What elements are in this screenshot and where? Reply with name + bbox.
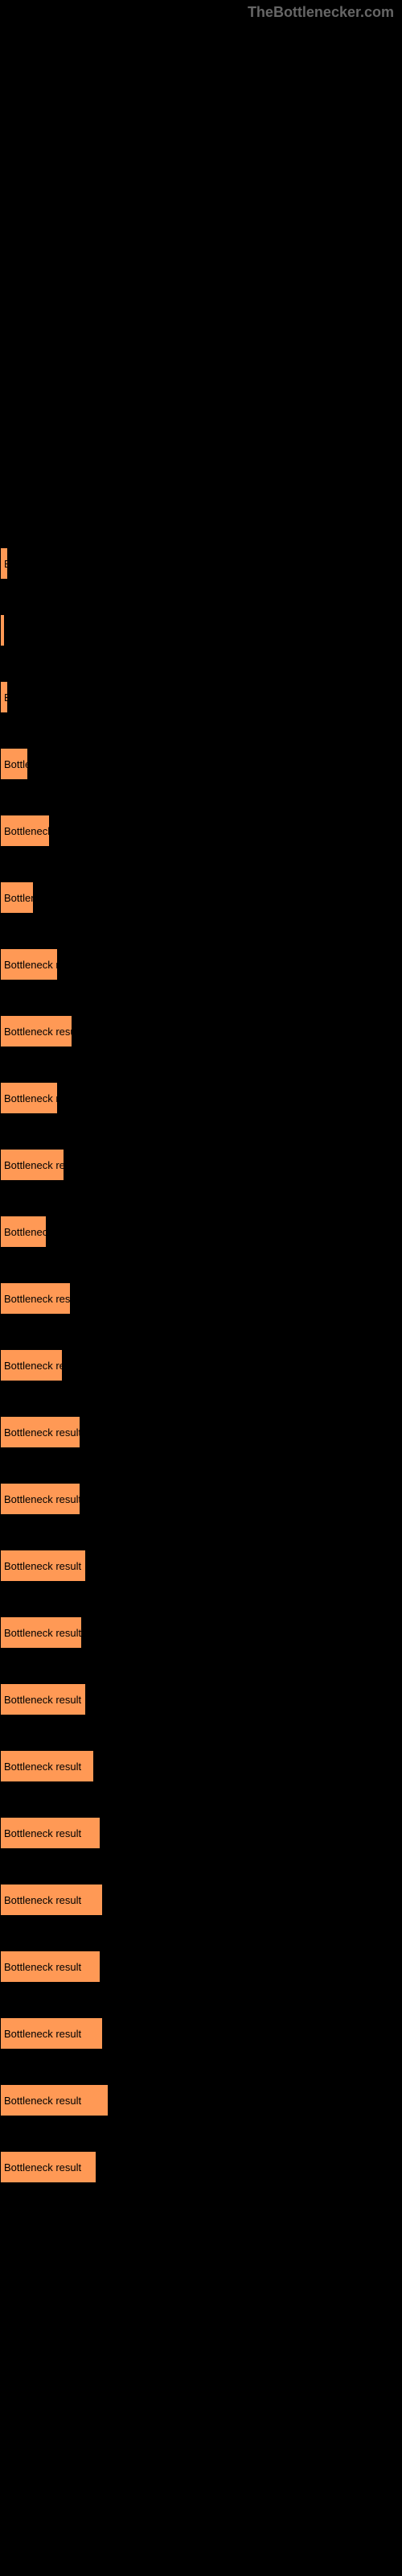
bar-row: Bottleneck result xyxy=(0,2017,402,2078)
chart-bar: Bottleneck result xyxy=(0,1683,86,1715)
bar-row: Bottleneck result xyxy=(0,2084,402,2145)
bar-row: Bottleneck xyxy=(0,1216,402,1276)
chart-bar: Bottleneck result xyxy=(0,1550,86,1582)
chart-bar: Bottleneck re xyxy=(0,1349,63,1381)
chart-bar: Bottleneck result xyxy=(0,1951,100,1983)
bar-chart: B B Bottle Bottleneck Bottlen Bottleneck r Bot… xyxy=(0,0,402,2211)
bar-row: B xyxy=(0,547,402,608)
chart-bar: Bottleneck r xyxy=(0,948,58,980)
chart-bar: Bottleneck resu xyxy=(0,1015,72,1047)
bar-row: Bottleneck resu xyxy=(0,1282,402,1343)
bar-row: Bottle xyxy=(0,748,402,808)
chart-bar: Bottleneck result xyxy=(0,1884,103,1916)
bar-row: Bottleneck resu xyxy=(0,1015,402,1075)
chart-bar: Bottleneck result xyxy=(0,2084,109,2116)
bar-row: Bottleneck n xyxy=(0,1082,402,1142)
chart-bar: Bottleneck resu xyxy=(0,1282,71,1315)
chart-bar: Bottleneck result xyxy=(0,1483,80,1515)
bar-row: Bottleneck result xyxy=(0,1416,402,1476)
bar-row xyxy=(0,614,402,675)
bar-row: Bottleneck result xyxy=(0,1616,402,1677)
chart-bar: Bottleneck result xyxy=(0,1817,100,1849)
bar-row: Bottleneck result xyxy=(0,1951,402,2011)
bar-row: Bottleneck result xyxy=(0,1683,402,1744)
bar-row: Bottleneck result xyxy=(0,2151,402,2211)
chart-bar: Bottleneck n xyxy=(0,1082,58,1114)
bar-row: Bottleneck result xyxy=(0,1817,402,1877)
chart-bar: B xyxy=(0,547,8,580)
bar-row: Bottleneck xyxy=(0,815,402,875)
chart-bar: Bottleneck result xyxy=(0,1416,80,1448)
bar-row: Bottlen xyxy=(0,881,402,942)
bar-row: Bottleneck result xyxy=(0,1884,402,1944)
chart-bar: Bottleneck xyxy=(0,815,50,847)
chart-bar xyxy=(0,614,5,646)
chart-bar: B xyxy=(0,681,8,713)
bar-row: Bottleneck result xyxy=(0,1550,402,1610)
bar-row: Bottleneck re xyxy=(0,1149,402,1209)
bar-row: Bottleneck result xyxy=(0,1483,402,1543)
chart-bar: Bottleneck result xyxy=(0,1750,94,1782)
chart-bar: Bottleneck re xyxy=(0,1149,64,1181)
chart-bar: Bottleneck result xyxy=(0,2017,103,2050)
chart-bar: Bottleneck result xyxy=(0,1616,82,1649)
chart-bar: Bottleneck result xyxy=(0,2151,96,2183)
chart-bar: Bottlen xyxy=(0,881,34,914)
chart-bar: Bottleneck xyxy=(0,1216,47,1248)
bar-row: B xyxy=(0,681,402,741)
bar-row: Bottleneck result xyxy=(0,1750,402,1810)
bar-row: Bottleneck r xyxy=(0,948,402,1009)
bar-row: Bottleneck re xyxy=(0,1349,402,1410)
chart-bar: Bottle xyxy=(0,748,28,780)
